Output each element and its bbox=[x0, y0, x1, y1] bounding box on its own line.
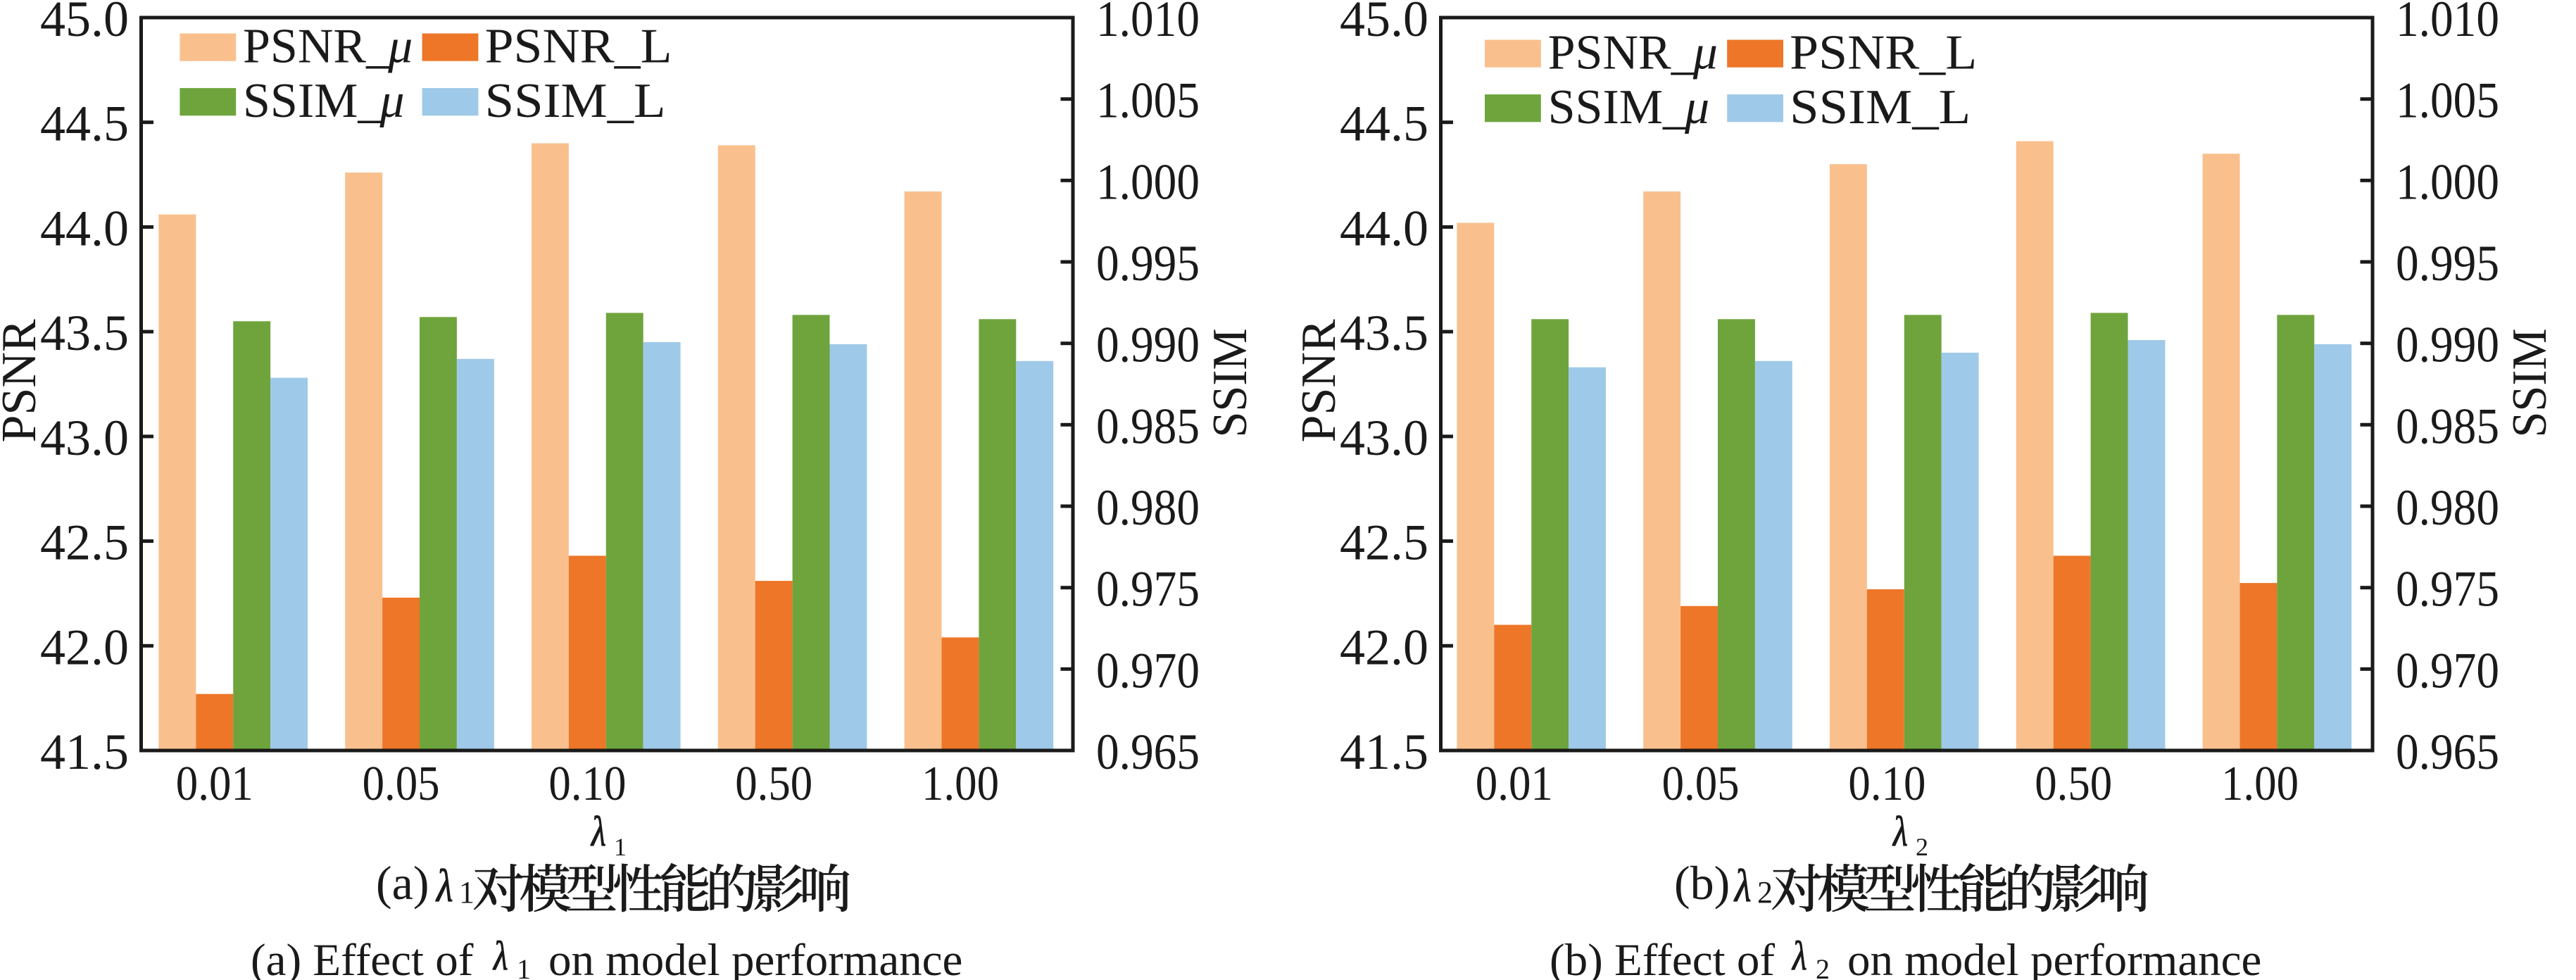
svg-text:0.965: 0.965 bbox=[1096, 724, 1200, 780]
svg-text:1: 1 bbox=[614, 833, 627, 861]
svg-text:43.5: 43.5 bbox=[40, 305, 129, 361]
svg-text:λ: λ bbox=[1791, 934, 1807, 979]
svg-text:1.00: 1.00 bbox=[2221, 757, 2299, 811]
svg-text:42.0: 42.0 bbox=[1340, 619, 1428, 675]
svg-text:SSIM: SSIM bbox=[2503, 329, 2557, 438]
svg-text:0.10: 0.10 bbox=[548, 757, 626, 811]
svg-text:SSIM_: SSIM_ bbox=[243, 74, 383, 128]
svg-text:(b): (b) bbox=[1674, 856, 1730, 910]
svg-text:on model performance: on model performance bbox=[1847, 935, 2261, 980]
svg-text:42.0: 42.0 bbox=[40, 619, 129, 675]
svg-text:1.000: 1.000 bbox=[1096, 153, 1200, 210]
svg-text:PSNR_: PSNR_ bbox=[243, 19, 391, 73]
svg-text:0.970: 0.970 bbox=[2396, 642, 2499, 698]
svg-text:0.10: 0.10 bbox=[1848, 757, 1925, 811]
svg-text:1.00: 1.00 bbox=[922, 757, 999, 811]
svg-text:0.965: 0.965 bbox=[2396, 724, 2499, 780]
svg-text:λ: λ bbox=[435, 860, 453, 912]
svg-text:λ: λ bbox=[590, 808, 606, 855]
svg-text:0.975: 0.975 bbox=[2396, 561, 2499, 617]
svg-text:1.010: 1.010 bbox=[1096, 0, 1200, 47]
svg-text:2: 2 bbox=[1757, 875, 1773, 910]
svg-text:(b) Effect of: (b) Effect of bbox=[1550, 935, 1775, 980]
svg-text:PSNR_: PSNR_ bbox=[1548, 25, 1697, 80]
svg-text:1: 1 bbox=[459, 875, 475, 910]
svg-text:44.0: 44.0 bbox=[1340, 200, 1428, 256]
svg-text:0.985: 0.985 bbox=[1096, 398, 1200, 454]
svg-text:0.995: 0.995 bbox=[1096, 235, 1200, 291]
svg-text:43.5: 43.5 bbox=[1340, 305, 1428, 361]
svg-text:1: 1 bbox=[517, 953, 531, 980]
svg-text:PSNR_L: PSNR_L bbox=[1790, 25, 1977, 80]
svg-text:on model performance: on model performance bbox=[548, 935, 962, 980]
svg-text:0.985: 0.985 bbox=[2396, 398, 2499, 454]
svg-text:SSIM: SSIM bbox=[1203, 329, 1257, 438]
svg-text:PSNR: PSNR bbox=[1292, 319, 1346, 442]
svg-text:0.01: 0.01 bbox=[176, 757, 253, 811]
svg-text:μ: μ bbox=[1692, 25, 1718, 80]
svg-text:43.0: 43.0 bbox=[1340, 410, 1428, 466]
svg-text:PSNR_L: PSNR_L bbox=[485, 19, 672, 73]
svg-text:44.0: 44.0 bbox=[40, 200, 129, 256]
svg-text:44.5: 44.5 bbox=[1340, 96, 1428, 152]
svg-text:42.5: 42.5 bbox=[40, 515, 129, 571]
svg-text:0.01: 0.01 bbox=[1476, 757, 1553, 811]
svg-text:0.05: 0.05 bbox=[1662, 757, 1740, 811]
svg-text:0.50: 0.50 bbox=[735, 757, 812, 811]
svg-text:λ: λ bbox=[1892, 808, 1908, 855]
svg-text:SSIM_L: SSIM_L bbox=[485, 74, 666, 128]
svg-text:43.0: 43.0 bbox=[40, 410, 129, 466]
svg-text:1.005: 1.005 bbox=[1096, 73, 1200, 129]
svg-text:2: 2 bbox=[1816, 953, 1830, 980]
svg-text:1.005: 1.005 bbox=[2396, 73, 2499, 129]
svg-text:45.0: 45.0 bbox=[40, 0, 129, 47]
svg-text:1.000: 1.000 bbox=[2396, 153, 2499, 210]
svg-text:0.975: 0.975 bbox=[1096, 561, 1200, 617]
svg-text:μ: μ bbox=[1684, 80, 1709, 134]
svg-text:41.5: 41.5 bbox=[1340, 724, 1428, 780]
svg-text:λ: λ bbox=[1733, 860, 1751, 912]
svg-text:SSIM_: SSIM_ bbox=[1548, 80, 1688, 134]
svg-text:0.980: 0.980 bbox=[1096, 479, 1200, 536]
svg-text:41.5: 41.5 bbox=[40, 724, 129, 780]
svg-text:0.970: 0.970 bbox=[1096, 642, 1200, 698]
svg-text:1.010: 1.010 bbox=[2396, 0, 2499, 47]
svg-text:44.5: 44.5 bbox=[40, 96, 129, 152]
svg-text:0.995: 0.995 bbox=[2396, 235, 2499, 291]
svg-text:45.0: 45.0 bbox=[1340, 0, 1428, 47]
svg-text:λ: λ bbox=[492, 934, 508, 979]
svg-text:2: 2 bbox=[1916, 833, 1928, 861]
svg-text:0.05: 0.05 bbox=[363, 757, 440, 811]
svg-text:0.980: 0.980 bbox=[2396, 479, 2499, 536]
svg-text:42.5: 42.5 bbox=[1340, 515, 1428, 571]
svg-text:PSNR: PSNR bbox=[0, 319, 46, 442]
svg-text:0.990: 0.990 bbox=[2396, 317, 2499, 373]
svg-text:(a) Effect of: (a) Effect of bbox=[251, 935, 474, 980]
svg-text:μ: μ bbox=[387, 19, 413, 73]
svg-text:(a): (a) bbox=[376, 856, 429, 910]
svg-text:0.50: 0.50 bbox=[2035, 757, 2112, 811]
svg-text:0.990: 0.990 bbox=[1096, 317, 1200, 373]
svg-text:μ: μ bbox=[379, 74, 404, 128]
svg-text:SSIM_L: SSIM_L bbox=[1790, 80, 1971, 134]
